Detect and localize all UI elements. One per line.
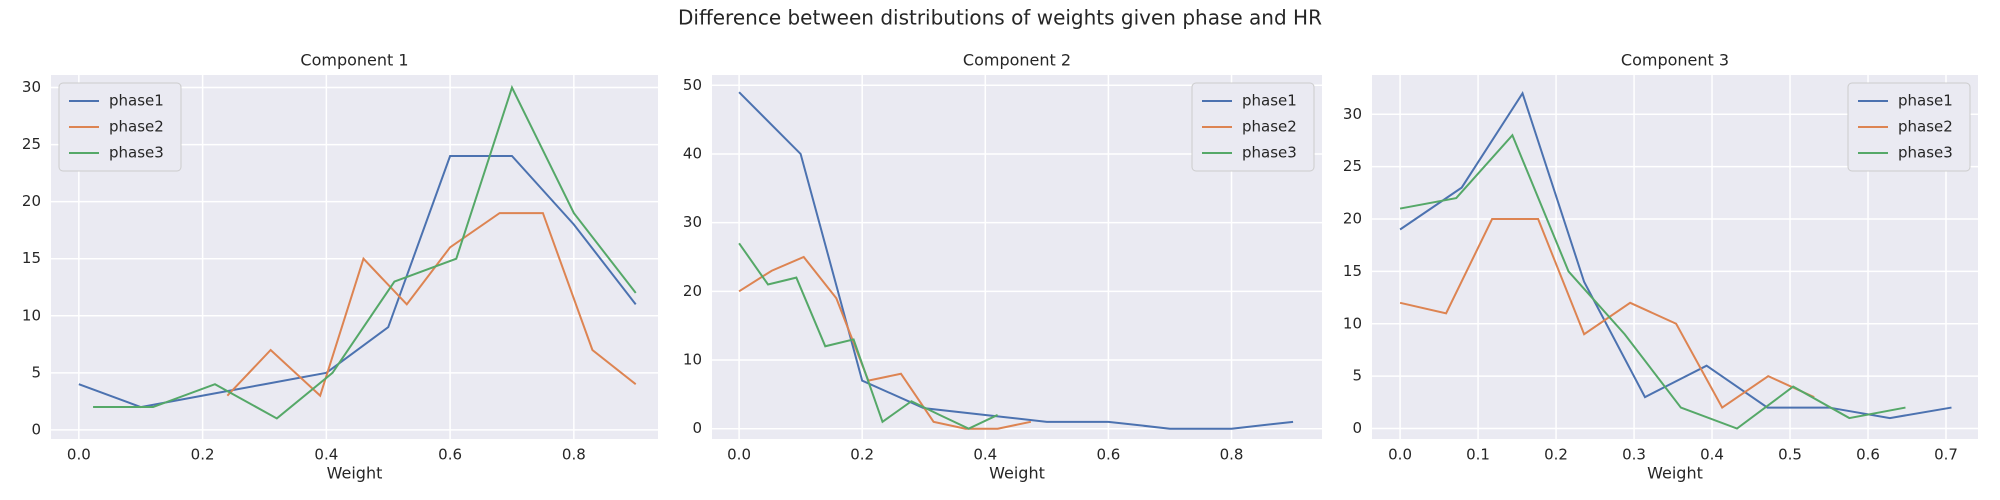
x-axis-label: Weight [327, 464, 383, 483]
x-tick-label: 0.0 [67, 446, 91, 464]
legend-label: phase3 [109, 144, 164, 162]
y-tick-label: 30 [22, 78, 41, 96]
x-tick-label: 0.8 [1220, 446, 1244, 464]
line [93, 84, 637, 420]
y-tick-label: 50 [683, 76, 702, 94]
y-tick-label: 30 [1343, 105, 1362, 123]
y-tick-label: 10 [1343, 314, 1362, 332]
y-tick-label: 15 [22, 249, 41, 267]
y-tick-label: 0 [692, 419, 702, 437]
legend-label: phase1 [109, 92, 164, 110]
y-tick-label: 40 [683, 144, 702, 162]
x-tick-label: 0.6 [438, 446, 462, 464]
legend-label: phase2 [1898, 118, 1953, 136]
y-tick-label: 10 [22, 306, 41, 324]
legend-box [58, 82, 182, 172]
x-tick-label: 0.2 [1544, 446, 1568, 464]
x-tick-label: 0.6 [1856, 446, 1880, 464]
subplot-title: Component 3 [1621, 51, 1729, 70]
x-tick-label: 0.4 [1700, 446, 1724, 464]
x-tick-label: 0.2 [191, 446, 215, 464]
y-tick-label: 0 [1352, 419, 1362, 437]
line [738, 242, 999, 430]
legend-label: phase2 [1242, 118, 1297, 136]
y-tick-label: 20 [22, 192, 41, 210]
figure-title: Difference between distributions of weig… [678, 6, 1322, 30]
line [738, 255, 1032, 430]
line [1399, 91, 1952, 420]
line [738, 91, 1294, 430]
line [226, 212, 637, 398]
x-tick-label: 0.8 [562, 446, 586, 464]
x-tick-label: 0.3 [1622, 446, 1646, 464]
line [78, 155, 637, 409]
x-axis-label: Weight [989, 464, 1045, 483]
subplot-title: Component 2 [963, 51, 1071, 70]
y-tick-label: 10 [683, 351, 702, 369]
legend-label: phase3 [1242, 144, 1297, 162]
legend-label: phase3 [1898, 144, 1953, 162]
subplot-title: Component 1 [300, 51, 408, 70]
y-tick-label: 0 [31, 420, 41, 438]
x-axis-label: Weight [1647, 464, 1703, 483]
legend-label: phase1 [1242, 92, 1297, 110]
x-tick-label: 0.7 [1934, 446, 1958, 464]
y-tick-label: 20 [1343, 210, 1362, 228]
y-tick-label: 5 [31, 363, 41, 381]
legend-label: phase2 [109, 118, 164, 136]
y-tick-label: 15 [1343, 262, 1362, 280]
x-tick-label: 0.0 [727, 446, 751, 464]
y-tick-label: 5 [1352, 367, 1362, 385]
x-tick-label: 0.4 [973, 446, 997, 464]
x-tick-label: 0.0 [1388, 446, 1412, 464]
legend-label: phase1 [1898, 92, 1953, 110]
legend-box [1191, 82, 1315, 172]
x-tick-label: 0.1 [1466, 446, 1490, 464]
y-tick-label: 25 [22, 135, 41, 153]
y-tick-label: 30 [683, 213, 702, 231]
line [1399, 218, 1815, 410]
x-tick-label: 0.5 [1778, 446, 1802, 464]
y-tick-label: 25 [1343, 157, 1362, 175]
line [1399, 133, 1906, 430]
x-tick-label: 0.2 [850, 446, 874, 464]
x-tick-label: 0.4 [314, 446, 338, 464]
x-tick-label: 0.6 [1096, 446, 1120, 464]
y-tick-label: 20 [683, 282, 702, 300]
legend-box [1847, 82, 1971, 172]
